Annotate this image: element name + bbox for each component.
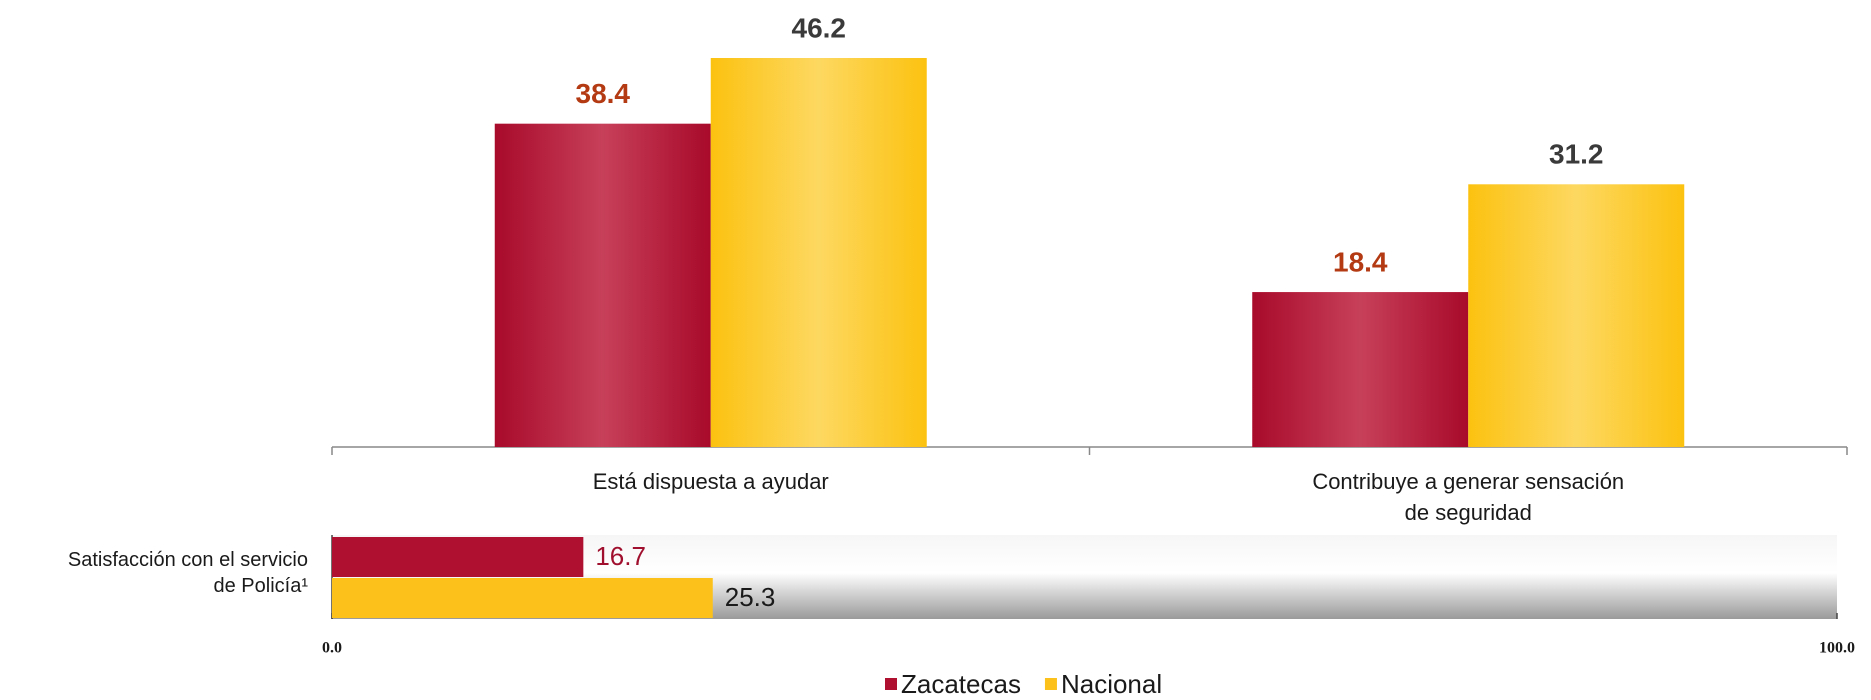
bar	[710, 58, 927, 447]
y-tick-label: Satisfacción con el servicio de Policía¹	[68, 549, 308, 597]
legend-label: Zacatecas	[901, 669, 1021, 699]
value-label: 31.2	[1549, 139, 1604, 170]
value-label: 46.2	[792, 12, 847, 43]
value-label: 38.4	[576, 78, 631, 109]
legend-swatch	[885, 678, 897, 690]
bar	[1468, 184, 1685, 447]
bar	[1252, 292, 1469, 447]
x-tick-label: 0.0	[322, 640, 342, 657]
legend-swatch	[1044, 678, 1057, 690]
value-label: 18.4	[1333, 246, 1388, 277]
bar	[332, 537, 584, 577]
x-tick-label: Está dispuesta a ayudar	[593, 469, 829, 494]
legend-label: Nacional	[1061, 669, 1162, 699]
value-label: 16.7	[595, 541, 646, 571]
bar	[494, 123, 711, 447]
x-tick-label: Contribuye a generar sensación de segurid…	[1312, 469, 1624, 525]
bar	[332, 578, 713, 618]
x-tick-label: 100.0	[1819, 640, 1855, 657]
value-label: 25.3	[725, 582, 776, 612]
